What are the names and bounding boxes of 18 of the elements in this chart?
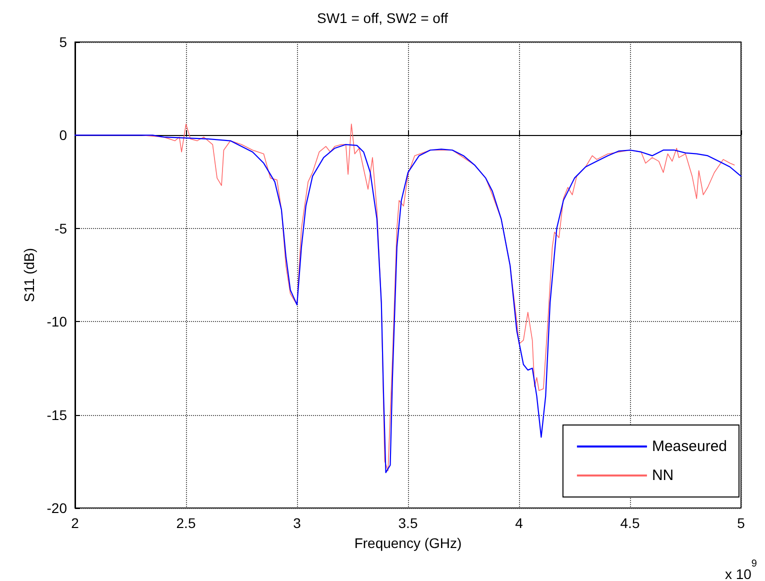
x-tick-label: 2.5: [176, 515, 196, 531]
legend-label: NN: [652, 467, 674, 484]
legend-label: Measeured: [652, 438, 728, 455]
x-tick-label: 4: [515, 515, 524, 531]
y-tick-label: -15: [46, 406, 68, 423]
x-tick-label: 4.5: [620, 515, 640, 531]
x-tick-label: 2: [71, 515, 80, 531]
x-tick-label: 3.5: [398, 515, 418, 531]
x-tick-label: 3: [293, 515, 302, 531]
y-tick-label: 5: [59, 34, 68, 50]
y-tick-label: -20: [46, 500, 68, 516]
y-tick-label: 0: [59, 127, 68, 144]
chart-title: SW1 = off, SW2 = off: [317, 10, 448, 26]
y-tick-label: -5: [54, 220, 68, 236]
y-tick-label: -10: [46, 314, 68, 330]
y-axis-title: S11 (dB): [20, 248, 37, 302]
x-tick-label: 5: [737, 515, 746, 531]
x-axis-title: Frequency (GHz): [354, 535, 462, 551]
